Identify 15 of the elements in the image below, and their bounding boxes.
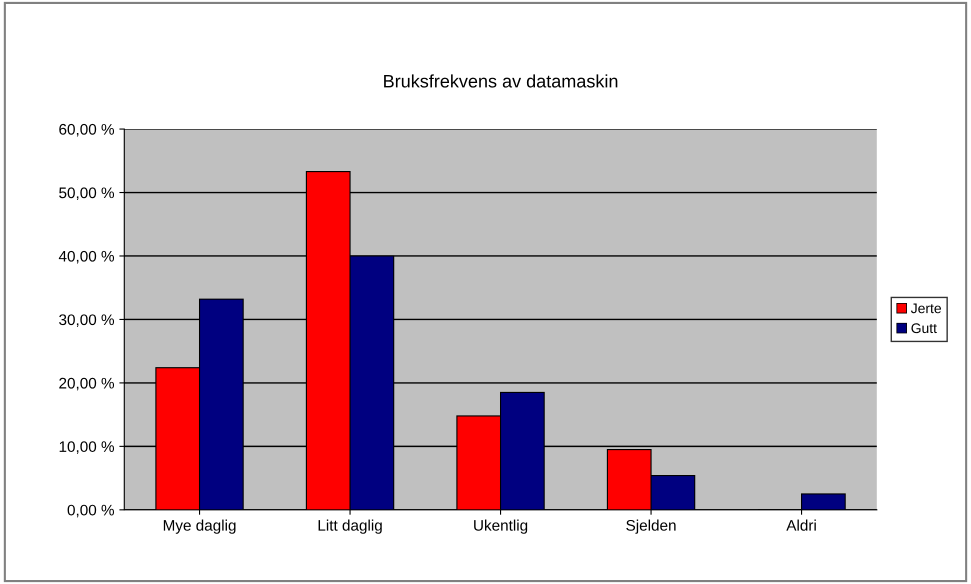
y-tick-label: 50,00 % xyxy=(59,187,114,200)
y-tick-label: 20,00 % xyxy=(59,378,114,390)
legend-label: Gutt xyxy=(911,323,937,334)
y-tick-label: 40,00 % xyxy=(58,250,114,264)
y-tick-label: 10,00 % xyxy=(60,441,114,454)
y-tick-label: 0,00 % xyxy=(68,504,114,518)
x-tick-label: Sjelden xyxy=(626,520,676,534)
x-tick-label: Ukentlig xyxy=(474,520,528,534)
x-tick-label: Aldri xyxy=(786,520,816,531)
chart-title: Bruksfrekvens av datamaskin xyxy=(384,74,618,88)
legend-label: Jerte xyxy=(910,304,941,314)
y-tick-label: 60,00 % xyxy=(59,124,114,137)
x-tick-label: Mye daglig xyxy=(164,520,236,534)
x-tick-label: Litt daglig xyxy=(318,520,382,534)
y-tick-label: 30,00 % xyxy=(59,314,114,327)
